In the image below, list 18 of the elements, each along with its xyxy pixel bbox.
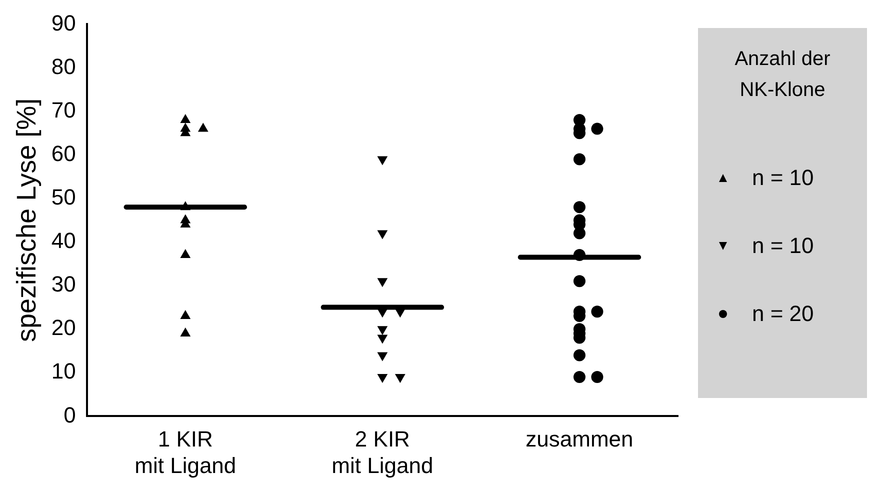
y-tick-label: 90 — [51, 10, 76, 36]
y-tick-label: 20 — [51, 315, 76, 340]
y-tick-label: 30 — [51, 272, 76, 297]
x-tick-label: 1 KIR mit Ligand — [134, 426, 236, 478]
legend-label: n = 10 — [752, 233, 814, 259]
x-tick-label: zusammen — [526, 426, 634, 452]
legend-title: Anzahl der NK-Klone — [734, 47, 832, 103]
legend-label: n = 10 — [752, 165, 814, 191]
y-tick-label: 0 — [64, 402, 76, 428]
legend-label: n = 20 — [752, 301, 814, 327]
y-axis-title: spezifische Lyse [%] — [12, 98, 42, 342]
y-tick-label: 40 — [51, 228, 76, 254]
y-tick-label: 50 — [51, 184, 76, 210]
x-tick-label: 2 KIR mit Ligand — [332, 426, 434, 478]
y-tick-label: 60 — [51, 140, 76, 166]
y-tick-label: 80 — [51, 54, 76, 79]
y-tick-label: 10 — [51, 358, 76, 384]
y-tick-label: 70 — [51, 97, 76, 122]
